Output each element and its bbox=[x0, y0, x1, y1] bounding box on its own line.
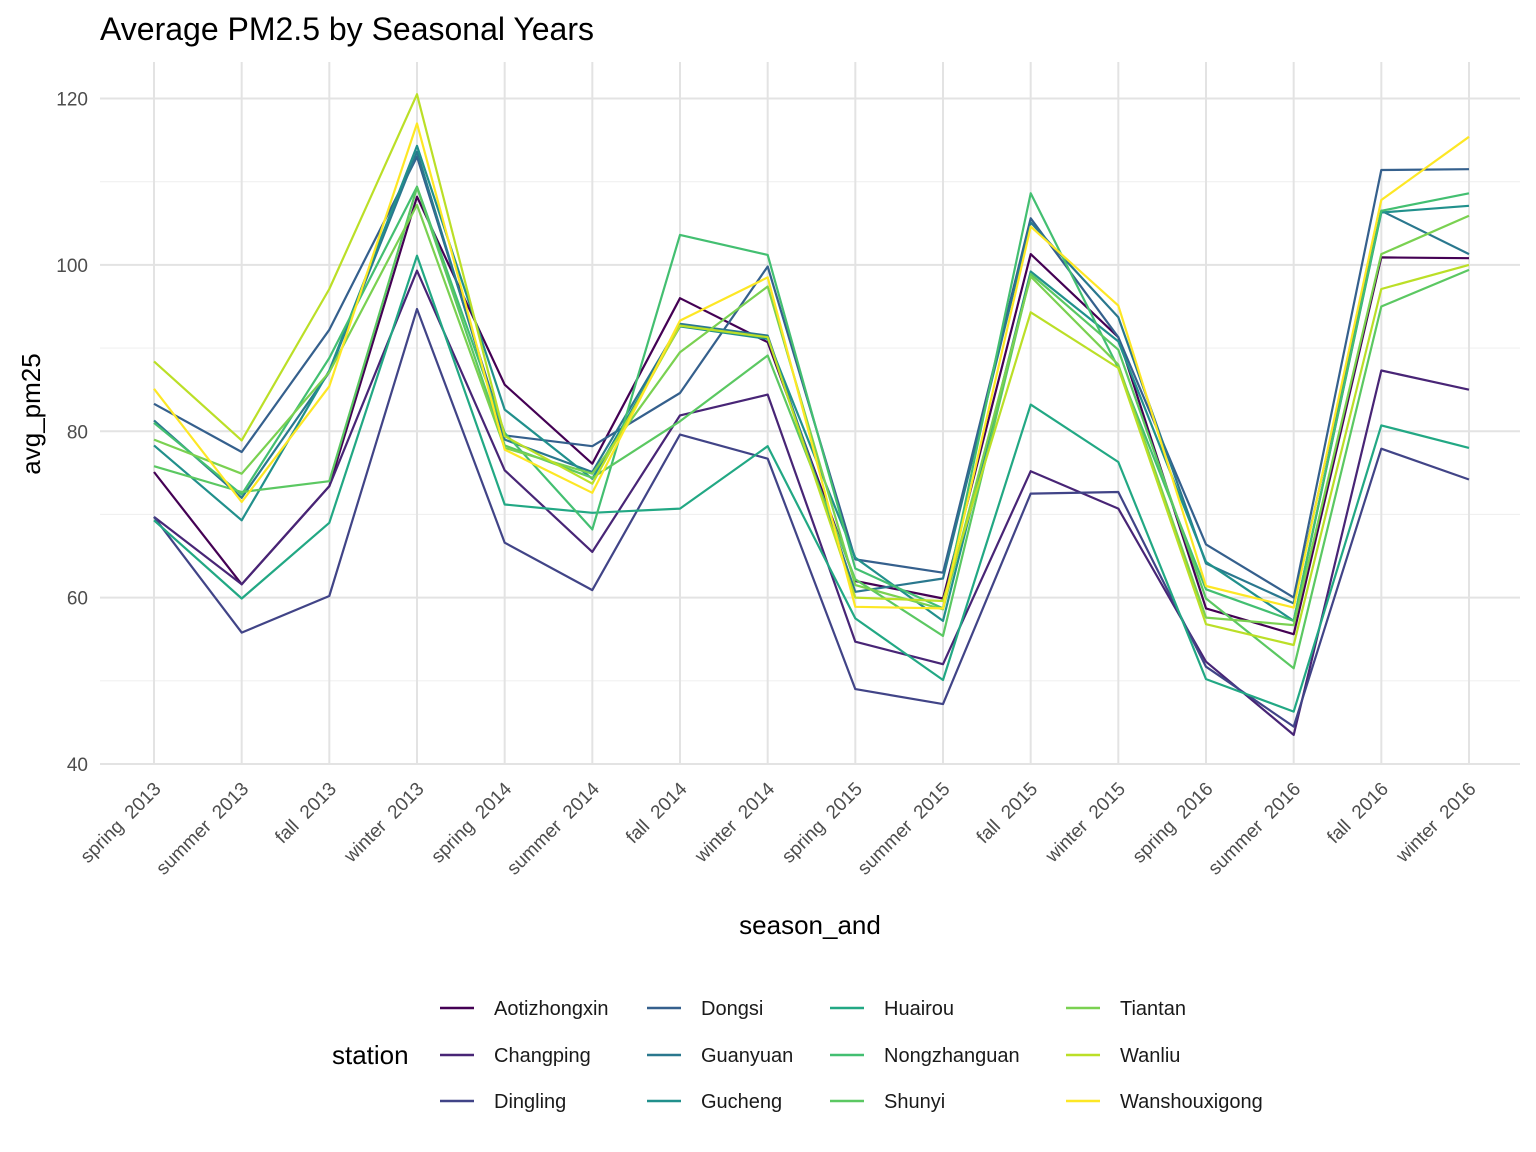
series-line-huairou bbox=[153, 254, 1470, 713]
legend-label-guanyuan: Guanyuan bbox=[701, 1045, 793, 1067]
x-tick-label: spring 2016 bbox=[1129, 779, 1218, 868]
legend-label-gucheng: Gucheng bbox=[701, 1091, 782, 1113]
x-tick-label: summer 2016 bbox=[1204, 779, 1305, 880]
legend-label-wanshouxigong: Wanshouxigong bbox=[1120, 1091, 1263, 1113]
y-tick-label: 80 bbox=[67, 422, 88, 443]
legend-label-huairou: Huairou bbox=[884, 998, 954, 1020]
legend-label-changping: Changping bbox=[494, 1045, 591, 1067]
x-tick-label: fall 2016 bbox=[1323, 779, 1392, 848]
series-line-changping bbox=[153, 269, 1470, 737]
legend-title: station bbox=[332, 1040, 409, 1070]
legend-label-dingling: Dingling bbox=[494, 1091, 566, 1113]
minor-gridlines bbox=[100, 181, 1520, 682]
x-axis-title: season_and bbox=[739, 910, 881, 940]
y-axis-title: avg_pm25 bbox=[16, 353, 46, 474]
chart-title: Average PM2.5 by Seasonal Years bbox=[100, 11, 594, 47]
x-tick-label: spring 2013 bbox=[77, 779, 166, 868]
legend-label-shunyi: Shunyi bbox=[884, 1091, 945, 1113]
y-tick-label: 100 bbox=[56, 256, 88, 277]
x-tick-label: spring 2014 bbox=[427, 778, 516, 867]
x-tick-label: winter 2015 bbox=[1041, 779, 1130, 868]
series-line-guanyuan bbox=[153, 150, 1470, 605]
series-lines bbox=[153, 93, 1470, 737]
series-line-nongzhanguan bbox=[153, 185, 1470, 623]
legend-label-nongzhanguan: Nongzhanguan bbox=[884, 1045, 1020, 1067]
x-tick-label: spring 2015 bbox=[778, 779, 867, 868]
x-tick-label: winter 2014 bbox=[690, 778, 779, 867]
legend: Aotizhongxin Changping Dingling Dongsi Guany… bbox=[440, 998, 1263, 1113]
series-line-shunyi bbox=[153, 186, 1470, 670]
x-tick-label: summer 2015 bbox=[854, 779, 955, 880]
y-tick-label: 120 bbox=[56, 90, 88, 111]
x-tick-label: summer 2014 bbox=[503, 778, 604, 879]
x-tick-label: summer 2013 bbox=[152, 779, 253, 880]
x-tick-label: fall 2015 bbox=[973, 779, 1042, 848]
legend-label-wanliu: Wanliu bbox=[1120, 1045, 1180, 1067]
y-tick-label: 40 bbox=[67, 755, 88, 776]
x-tick-label: winter 2016 bbox=[1392, 779, 1481, 868]
legend-label-dongsi: Dongsi bbox=[701, 998, 763, 1020]
legend-label-tiantan: Tiantan bbox=[1120, 998, 1186, 1020]
series-line-wanliu bbox=[153, 93, 1470, 647]
y-axis-ticks: 40 60 80 100 120 bbox=[56, 90, 88, 777]
x-tick-label: fall 2014 bbox=[622, 778, 692, 848]
series-line-gucheng bbox=[153, 144, 1470, 623]
series-line-dingling bbox=[153, 307, 1470, 728]
y-tick-label: 60 bbox=[67, 589, 88, 610]
legend-label-aotizhongxin: Aotizhongxin bbox=[494, 998, 609, 1020]
x-tick-label: fall 2013 bbox=[271, 779, 340, 848]
series-line-wanshouxigong bbox=[153, 122, 1470, 610]
major-gridlines bbox=[100, 62, 1520, 765]
x-tick-label: winter 2013 bbox=[340, 779, 429, 868]
series-line-tiantan bbox=[153, 203, 1470, 627]
